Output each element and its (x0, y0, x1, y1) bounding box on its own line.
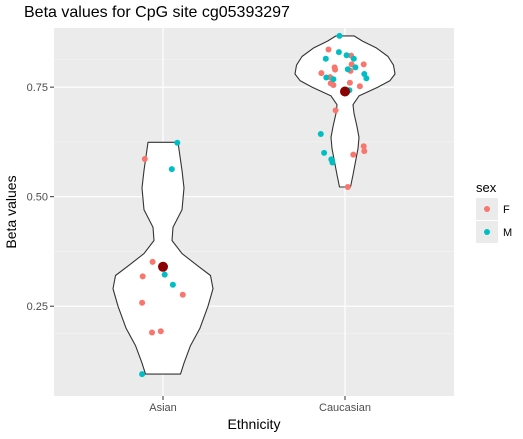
point-caucasian-28 (350, 152, 356, 158)
x-tick-label-asian: Asian (149, 402, 177, 414)
legend: sex FM (476, 180, 512, 243)
y-tick-label-2: 0.75 (27, 82, 48, 94)
point-caucasian-30 (337, 33, 343, 39)
point-asian-1 (150, 259, 156, 265)
y-axis-label: Beta values (3, 175, 19, 248)
point-caucasian-27 (361, 148, 367, 154)
point-caucasian-43 (321, 150, 327, 156)
point-caucasian-33 (336, 49, 342, 55)
point-caucasian-29 (345, 184, 351, 190)
point-caucasian-34 (351, 56, 357, 62)
point-caucasian-38 (363, 75, 369, 81)
legend-key-dot-f (484, 206, 490, 212)
y-tick-label-0: 0.25 (27, 301, 48, 313)
point-asian-0 (142, 156, 148, 162)
point-asian-4 (149, 330, 155, 336)
mean-asian (158, 262, 168, 272)
legend-label-f: F (503, 204, 510, 216)
point-caucasian-45 (329, 160, 335, 166)
point-caucasian-35 (352, 64, 358, 70)
point-caucasian-31 (344, 52, 350, 58)
point-asian-7 (174, 140, 180, 146)
point-caucasian-24 (361, 61, 367, 67)
legend-label-m: M (503, 227, 512, 239)
mean-caucasian (340, 87, 350, 97)
point-caucasian-32 (323, 56, 329, 62)
x-axis-label: Ethnicity (228, 416, 281, 432)
point-asian-2 (140, 273, 146, 279)
point-caucasian-19 (333, 107, 339, 113)
point-caucasian-39 (323, 75, 329, 81)
plot-panel (54, 28, 454, 396)
point-asian-10 (170, 282, 176, 288)
point-asian-8 (169, 166, 175, 172)
legend-key-dot-m (484, 229, 490, 235)
point-caucasian-40 (330, 76, 336, 82)
chart-title: Beta values for CpG site cg05393297 (24, 4, 290, 21)
point-caucasian-12 (326, 47, 332, 53)
point-caucasian-14 (332, 67, 338, 73)
legend-title: sex (476, 180, 497, 195)
point-asian-9 (162, 272, 168, 278)
point-caucasian-23 (347, 80, 353, 86)
point-asian-11 (139, 371, 145, 377)
point-caucasian-15 (318, 70, 324, 76)
y-tick-label-1: 0.50 (27, 192, 48, 204)
point-caucasian-36 (345, 66, 351, 72)
point-caucasian-42 (318, 131, 324, 137)
point-caucasian-18 (330, 82, 336, 88)
point-asian-3 (139, 300, 145, 306)
point-asian-6 (180, 292, 186, 298)
point-asian-5 (158, 328, 164, 334)
x-tick-label-caucasian: Caucasian (319, 402, 371, 414)
point-caucasian-25 (357, 83, 363, 89)
